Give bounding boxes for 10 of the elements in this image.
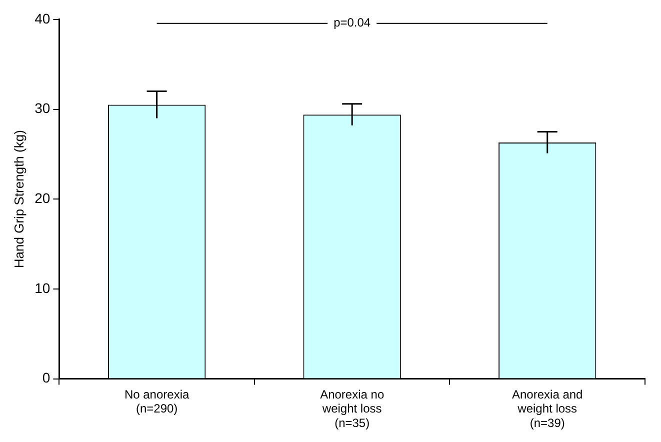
- y-tick-label: 40: [34, 10, 50, 26]
- y-tick-label: 0: [42, 370, 50, 386]
- x-tick-label: No anorexia (n=290): [124, 387, 190, 416]
- annotation: p=0.04: [334, 16, 371, 30]
- x-tick-label: Anorexia no weight loss (n=35): [320, 387, 384, 430]
- y-tick-label: 30: [34, 100, 50, 116]
- y-tick-label: 20: [34, 190, 50, 206]
- y-axis-title: Hand Grip Strength (kg): [11, 130, 26, 268]
- y-tick-label: 10: [34, 280, 50, 296]
- x-tick-label: Anorexia and weight loss (n=39): [512, 387, 583, 430]
